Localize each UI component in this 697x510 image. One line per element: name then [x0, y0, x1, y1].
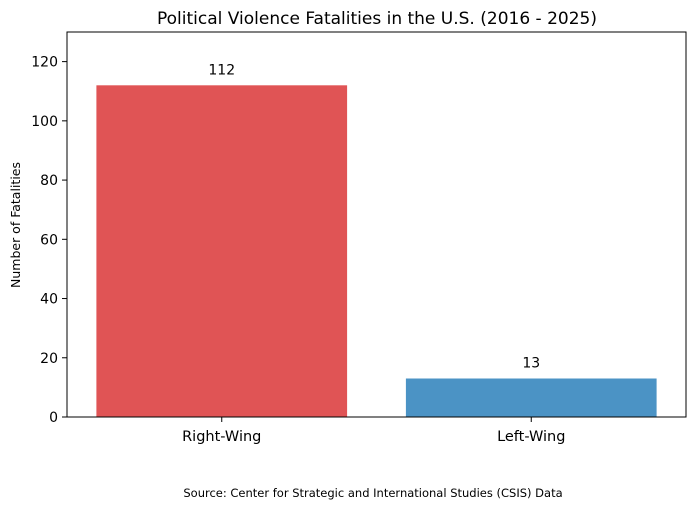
plot-frame [66, 31, 687, 418]
bar-left-wing [405, 378, 657, 417]
data-label: 112 [208, 62, 235, 78]
y-tick-label: 20 [40, 351, 58, 367]
y-tick-label: 120 [31, 55, 58, 71]
chart-title: Political Violence Fatalities in the U.S… [157, 9, 597, 29]
y-tick-label: 0 [49, 410, 58, 426]
y-tick-label: 40 [40, 292, 58, 308]
y-axis: 0 20 40 60 80 100 120 [31, 55, 67, 426]
bar-right-wing [96, 85, 348, 418]
source-note: Source: Center for Strategic and Interna… [183, 486, 562, 500]
y-axis-label: Number of Fatalities [8, 162, 23, 288]
y-tick-label: 60 [40, 232, 58, 248]
x-tick-label: Left-Wing [497, 429, 565, 445]
x-axis: Right-Wing Left-Wing [182, 417, 565, 445]
data-label: 13 [522, 356, 540, 372]
y-tick-label: 80 [40, 173, 58, 189]
x-tick-label: Right-Wing [182, 429, 261, 445]
plot-area: 112 13 [96, 62, 657, 418]
y-tick-label: 100 [31, 114, 58, 130]
